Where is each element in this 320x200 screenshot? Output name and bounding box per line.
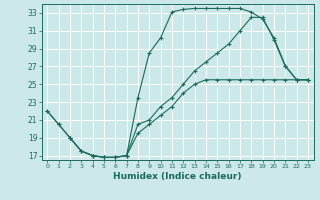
X-axis label: Humidex (Indice chaleur): Humidex (Indice chaleur) xyxy=(113,172,242,181)
